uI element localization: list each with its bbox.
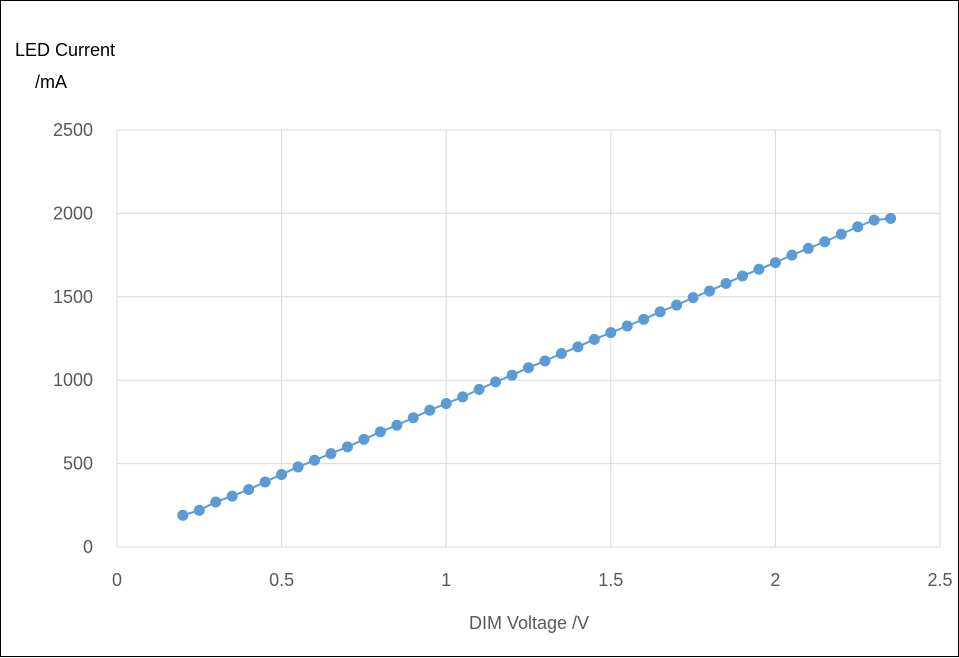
data-point — [802, 242, 814, 254]
y-axis-label-line-2: /mA — [35, 72, 67, 92]
data-point — [226, 490, 238, 502]
data-point — [588, 333, 600, 345]
data-point — [687, 292, 699, 304]
y-tick-label: 1500 — [53, 287, 93, 307]
x-axis-label: DIM Voltage /V — [469, 613, 589, 633]
data-point — [440, 398, 452, 410]
y-axis-label-line-1: LED Current — [15, 40, 115, 60]
data-point — [358, 433, 370, 445]
data-point — [473, 383, 485, 395]
data-point — [243, 483, 255, 495]
data-point — [786, 249, 798, 261]
y-tick-label: 1000 — [53, 370, 93, 390]
data-point — [769, 257, 781, 269]
data-point — [259, 476, 271, 488]
x-tick-label: 1.5 — [598, 570, 623, 590]
data-point — [868, 214, 880, 226]
data-point — [852, 221, 864, 233]
data-point — [819, 236, 831, 248]
data-point — [506, 369, 518, 381]
x-tick-label: 2.5 — [927, 570, 952, 590]
data-point — [325, 448, 337, 460]
data-point — [407, 412, 419, 424]
data-point — [276, 468, 288, 480]
data-point — [374, 426, 386, 438]
data-point — [704, 285, 716, 297]
x-tick-label: 0 — [112, 570, 122, 590]
tick-labels: 0 0.5 1 1.5 2 2.5 0 500 1000 1500 2000 2500 — [53, 120, 953, 590]
data-point — [621, 320, 633, 332]
y-tick-label: 2500 — [53, 120, 93, 140]
y-tick-label: 500 — [63, 454, 93, 474]
data-point — [341, 441, 353, 453]
grid-lines — [116, 129, 941, 548]
data-point — [490, 376, 502, 388]
data-point — [638, 313, 650, 325]
data-points — [177, 212, 897, 521]
data-point — [391, 419, 403, 431]
data-point — [885, 212, 897, 224]
y-tick-label: 0 — [83, 537, 93, 557]
data-point — [177, 509, 189, 521]
data-point — [654, 306, 666, 318]
series-polyline — [182, 217, 891, 517]
data-point — [539, 355, 551, 367]
x-tick-label: 1 — [441, 570, 451, 590]
data-point — [424, 404, 436, 416]
x-tick-label: 0.5 — [269, 570, 294, 590]
data-point — [457, 391, 469, 403]
data-point — [835, 228, 847, 240]
data-point — [572, 341, 584, 353]
data-point — [671, 299, 683, 311]
series-line — [182, 217, 891, 517]
data-point — [523, 362, 534, 374]
data-point — [605, 327, 617, 339]
data-point — [309, 454, 321, 466]
data-point — [753, 263, 765, 275]
data-point — [555, 348, 567, 360]
x-tick-label: 2 — [770, 570, 780, 590]
data-point — [720, 277, 732, 289]
data-point — [193, 504, 205, 516]
data-point — [736, 270, 748, 282]
y-tick-label: 2000 — [53, 203, 93, 223]
data-point — [292, 461, 304, 473]
data-point — [210, 496, 222, 508]
